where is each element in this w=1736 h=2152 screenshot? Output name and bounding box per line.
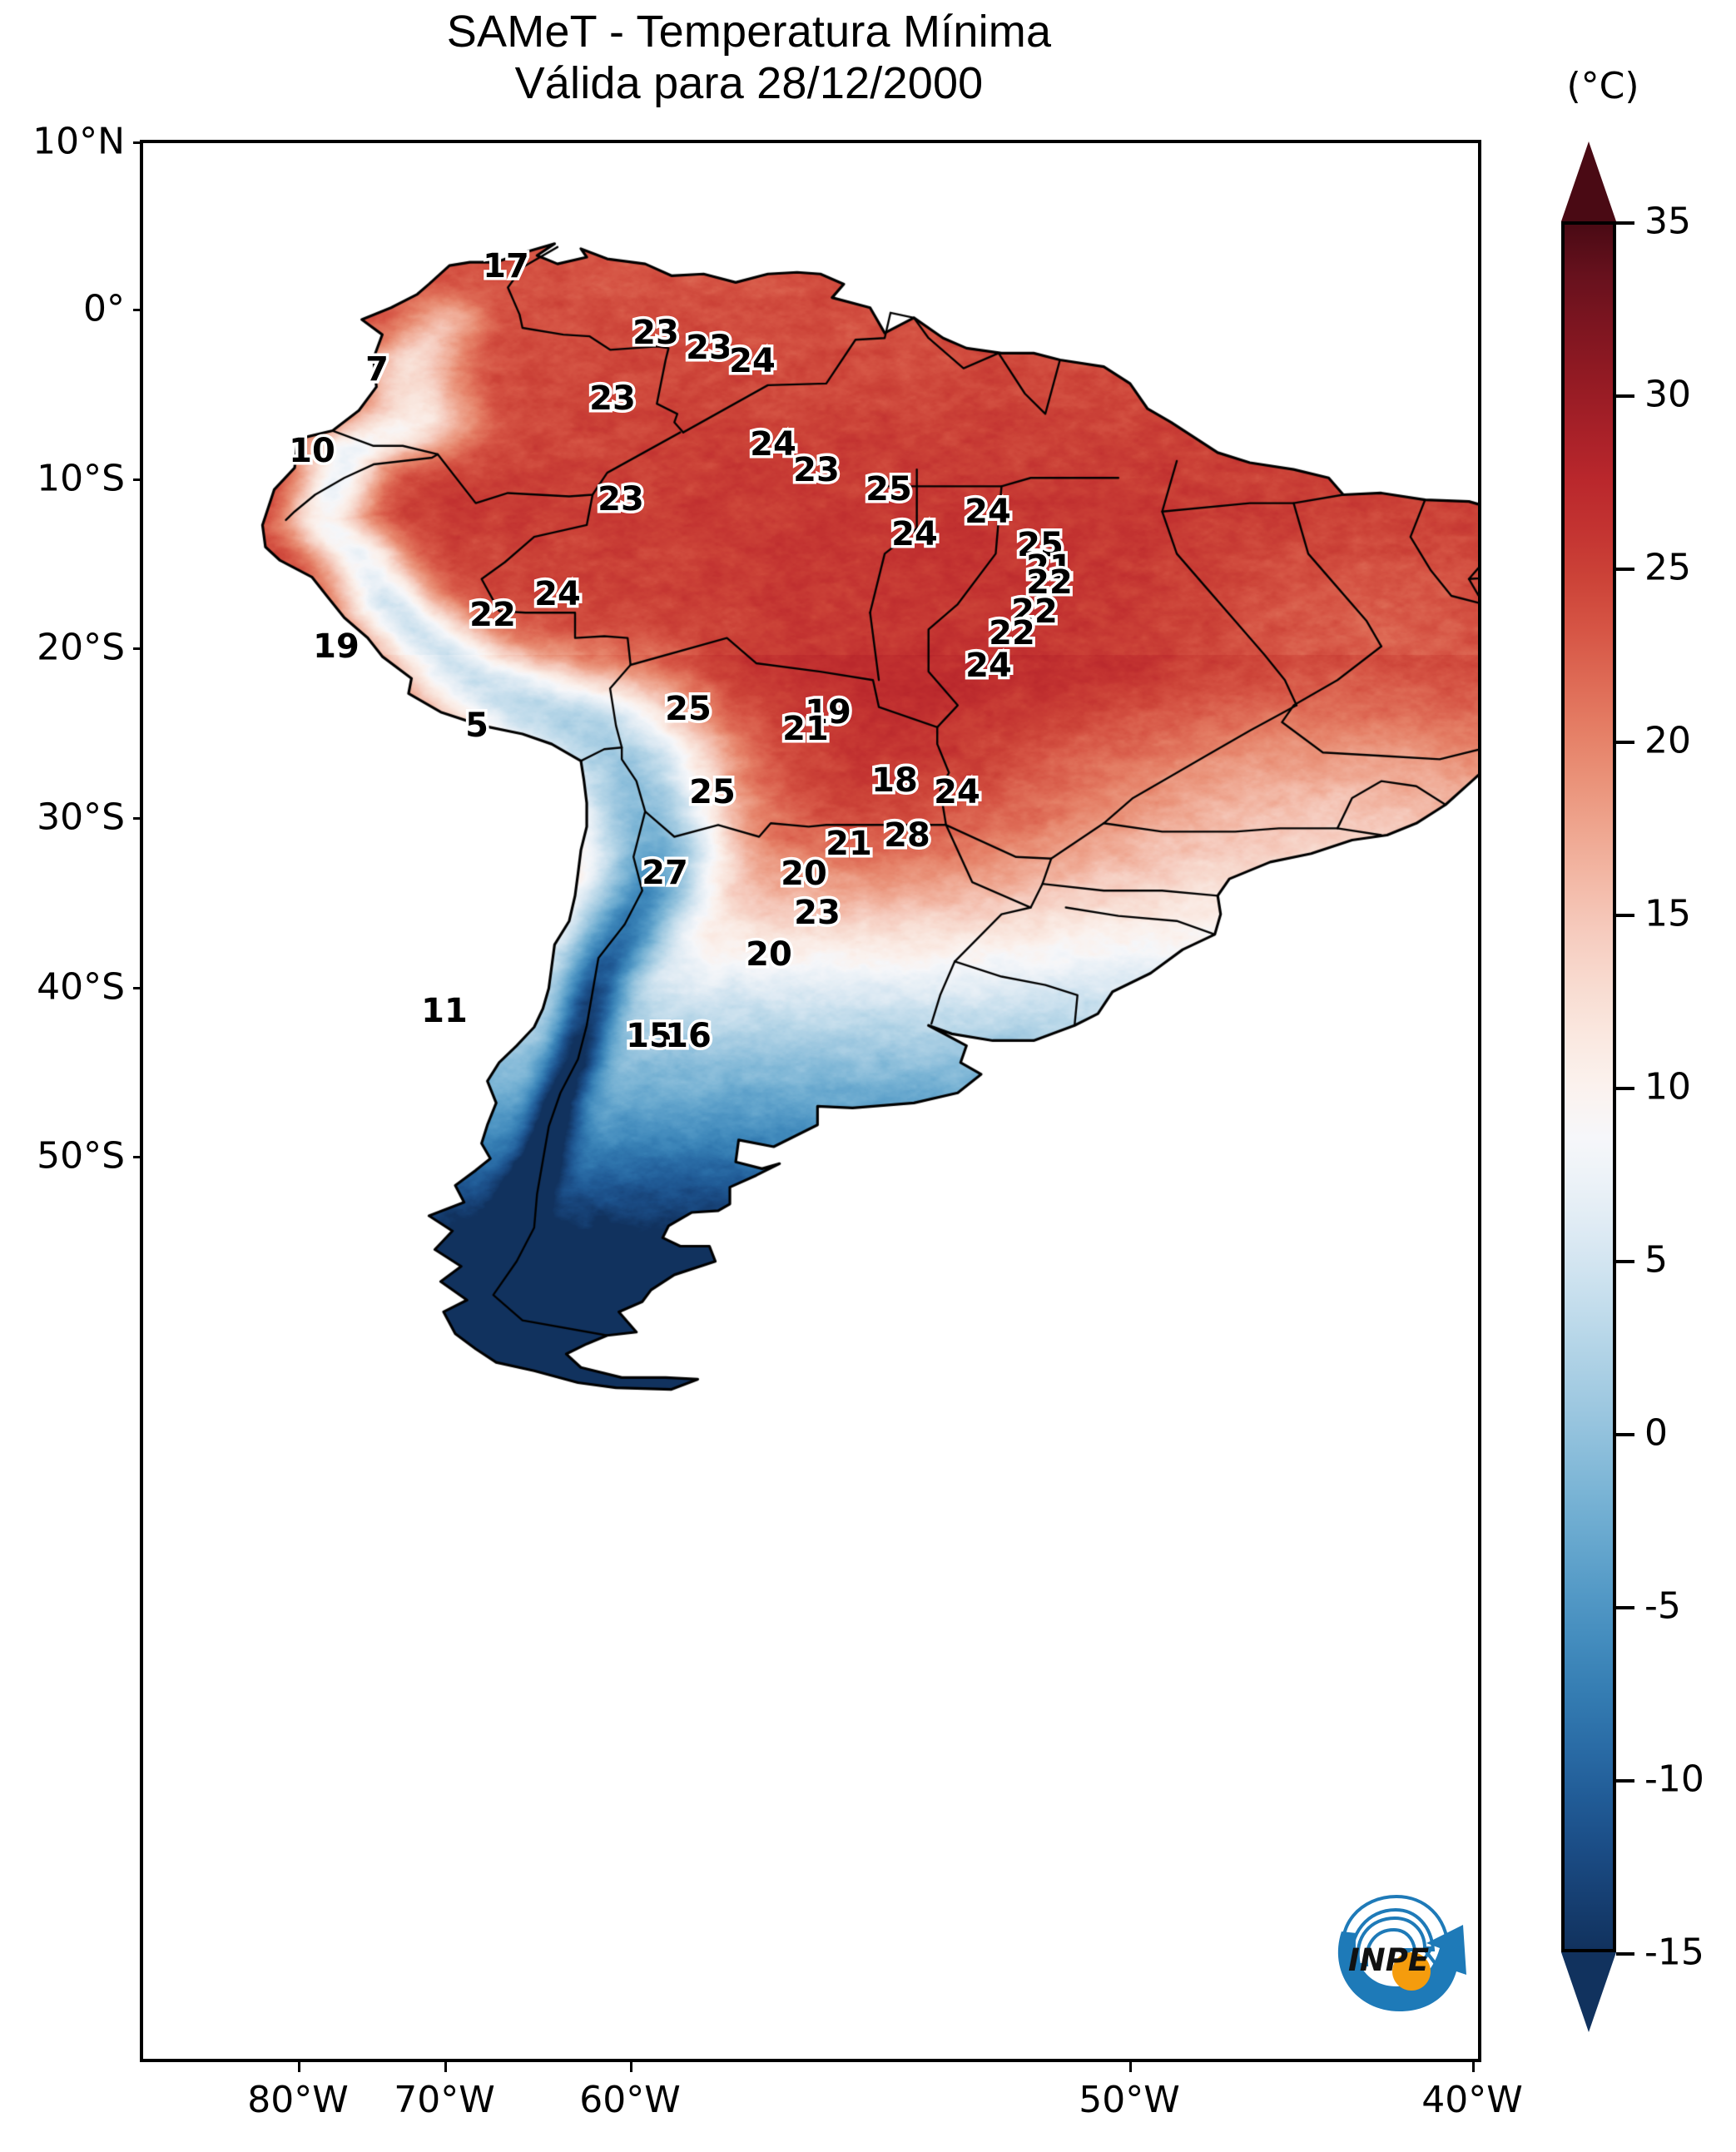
logo-text: INPE bbox=[1348, 1942, 1429, 1978]
colorbar-tick-mark bbox=[1616, 1087, 1634, 1090]
colorbar-tick-label: -10 bbox=[1644, 1758, 1704, 1801]
temperature-field-raster bbox=[143, 143, 1478, 2059]
title-line-1: SAMeT - Temperatura Mínima bbox=[446, 7, 1052, 57]
y-axis-tick-label: 20°S bbox=[37, 626, 125, 669]
colorbar[interactable]: (°C) 35 30 25 20 15 10 5 0 -5 -10 -15 bbox=[1561, 65, 1736, 2064]
title-line-2: Válida para 28/12/2000 bbox=[514, 57, 984, 108]
y-axis-tick-label: 0° bbox=[83, 287, 125, 330]
colorbar-tick-mark bbox=[1616, 568, 1634, 571]
y-axis-tick-mark bbox=[133, 647, 143, 650]
colorbar-unit-label: (°C) bbox=[1566, 65, 1639, 107]
colorbar-tick-label: 0 bbox=[1644, 1411, 1668, 1455]
colorbar-tick-label: 35 bbox=[1644, 200, 1691, 243]
colorbar-tick-mark bbox=[1616, 1260, 1634, 1263]
colorbar-gradient bbox=[1561, 221, 1616, 1952]
y-axis-tick-label: 40°S bbox=[37, 965, 125, 1009]
x-axis-tick-mark bbox=[630, 2062, 632, 2072]
x-axis-tick-mark bbox=[444, 2062, 447, 2072]
colorbar-extend-top-arrow bbox=[1561, 141, 1616, 221]
page-title: SAMeT - Temperatura Mínima Válida para 2… bbox=[0, 7, 1498, 109]
x-axis-tick-mark bbox=[1472, 2062, 1475, 2072]
colorbar-tick-mark bbox=[1616, 1952, 1634, 1956]
colorbar-tick-mark bbox=[1616, 914, 1634, 917]
logo-orange-dot bbox=[1392, 1952, 1431, 1991]
inpe-logo-svg: INPE bbox=[1337, 1894, 1466, 2011]
colorbar-tick-mark bbox=[1616, 1779, 1634, 1783]
x-axis-tick-mark bbox=[1129, 2062, 1132, 2072]
y-axis-tick-label: 10°N bbox=[32, 120, 125, 163]
y-axis-tick-mark bbox=[133, 141, 143, 144]
logo-outer-ring-arrow bbox=[1341, 1894, 1460, 1975]
y-axis-tick-mark bbox=[133, 309, 143, 311]
colorbar-tick-label: 15 bbox=[1644, 892, 1691, 935]
map-plot-area[interactable] bbox=[140, 140, 1481, 2062]
y-axis-tick-label: 50°S bbox=[37, 1134, 125, 1178]
logo-swoosh-arrow bbox=[1337, 1925, 1466, 2011]
y-axis-tick-label: 10°S bbox=[37, 457, 125, 500]
colorbar-extend-bottom-arrow bbox=[1561, 1952, 1616, 2032]
x-axis-tick-label: 70°W bbox=[394, 2079, 495, 2121]
colorbar-tick-label: 5 bbox=[1644, 1238, 1668, 1282]
colorbar-tick-label: 10 bbox=[1644, 1065, 1691, 1108]
colorbar-tick-label: -5 bbox=[1644, 1584, 1681, 1628]
colorbar-tick-mark bbox=[1616, 221, 1634, 225]
x-axis-tick-label: 40°W bbox=[1421, 2079, 1523, 2121]
y-axis-tick-mark bbox=[133, 987, 143, 989]
x-axis-tick-label: 80°W bbox=[247, 2079, 349, 2121]
y-axis-tick-label: 30°S bbox=[37, 796, 125, 839]
y-axis-tick-mark bbox=[133, 1156, 143, 1158]
colorbar-tick-mark bbox=[1616, 394, 1634, 398]
colorbar-tick-mark bbox=[1616, 1606, 1634, 1609]
x-axis-tick-mark bbox=[298, 2062, 300, 2072]
x-axis-tick-label: 50°W bbox=[1079, 2079, 1180, 2121]
y-axis-tick-mark bbox=[133, 817, 143, 820]
colorbar-tick-label: 25 bbox=[1644, 546, 1691, 589]
colorbar-tick-label: 20 bbox=[1644, 719, 1691, 762]
colorbar-tick-label: 30 bbox=[1644, 373, 1691, 416]
x-axis-tick-label: 60°W bbox=[579, 2079, 681, 2121]
colorbar-tick-mark bbox=[1616, 741, 1634, 744]
colorbar-tick-label: -15 bbox=[1644, 1931, 1704, 1974]
colorbar-tick-mark bbox=[1616, 1433, 1634, 1436]
y-axis-tick-mark bbox=[133, 478, 143, 481]
inpe-logo: INPE bbox=[1323, 1885, 1473, 2022]
